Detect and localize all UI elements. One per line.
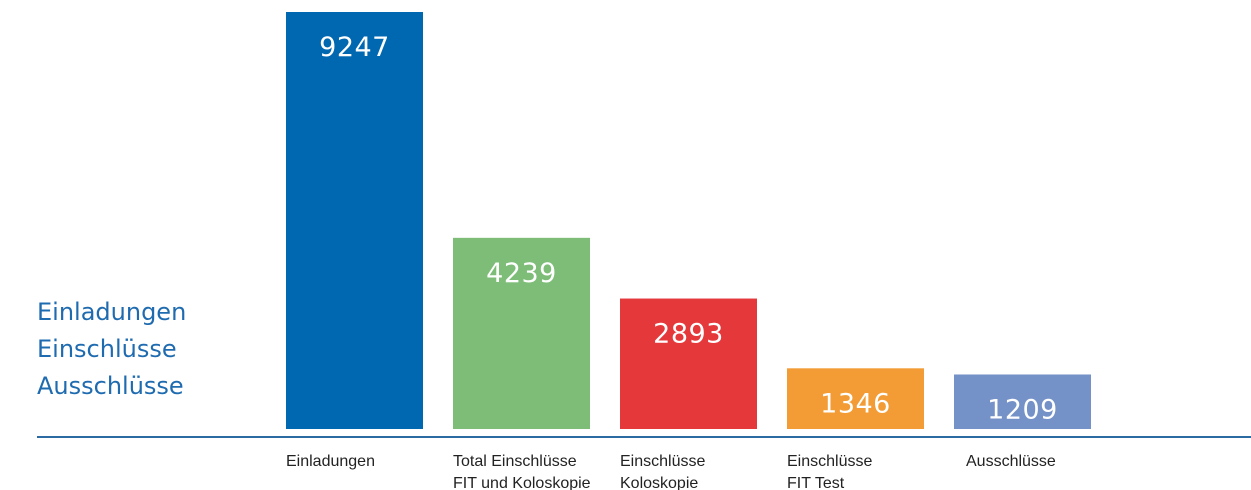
bar-value-label-2: 2893 (653, 319, 724, 350)
title-line-einschluesse: Einschlüsse (37, 335, 177, 363)
bar-1 (453, 237, 590, 429)
bar-4 (954, 374, 1091, 429)
category-label-1-line-1: FIT und Koloskopie (453, 475, 591, 490)
title-line-ausschluesse: Ausschlüsse (37, 372, 184, 400)
category-label-2-line-0: Einschlüsse (620, 453, 705, 470)
bar-value-label-0: 9247 (319, 32, 390, 63)
category-label-2-line-1: Koloskopie (620, 475, 698, 490)
bar-0 (286, 12, 423, 429)
category-label-4-line-0: Ausschlüsse (966, 453, 1056, 470)
category-label-3-line-1: FIT Test (787, 475, 845, 490)
bar-value-label-4: 1209 (987, 394, 1058, 425)
chart-title-block: Einladungen Einschlüsse Ausschlüsse (37, 294, 257, 405)
category-label-1-line-0: Total Einschlüsse (453, 453, 577, 470)
bars-layer: 9247 4239 2893 1346 1209 (286, 12, 1091, 429)
category-labels-layer: Einladungen Total Einschlüsse FIT und Kolo… (286, 453, 1056, 490)
bar-value-label-1: 4239 (486, 258, 557, 289)
bar-value-label-3: 1346 (820, 388, 891, 419)
category-label-0-line-0: Einladungen (286, 453, 375, 470)
category-label-3-line-0: Einschlüsse (787, 453, 872, 470)
bar-2 (620, 298, 757, 429)
bar-3 (787, 368, 924, 429)
title-line-einladungen: Einladungen (37, 298, 187, 326)
